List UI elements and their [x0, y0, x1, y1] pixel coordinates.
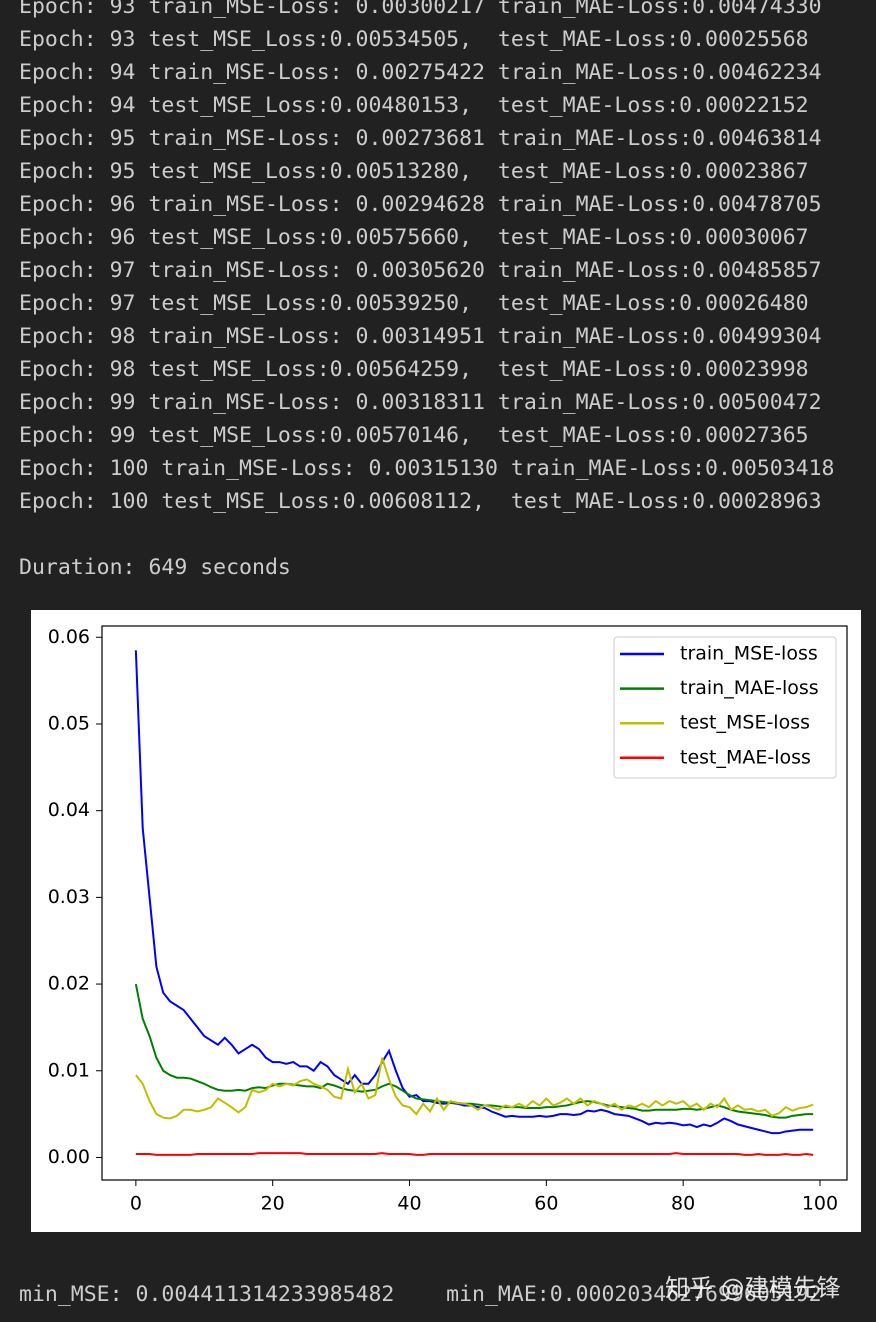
x-tick-label: 0 — [130, 1193, 142, 1215]
log-line: Epoch: 98 test_MSE_Loss:0.00564259, test… — [19, 357, 809, 382]
log-line: Epoch: 95 test_MSE_Loss:0.00513280, test… — [19, 159, 809, 184]
log-line: Epoch: 97 test_MSE_Loss:0.00539250, test… — [19, 291, 809, 316]
y-tick-label: 0.00 — [48, 1146, 90, 1168]
y-tick-label: 0.01 — [48, 1059, 90, 1081]
chart: 0 20 40 60 80 100 0.00 0.01 0.02 0.03 0.04 0.05 0.06… — [31, 610, 861, 1232]
x-tick-label: 80 — [671, 1193, 695, 1215]
log-line: Epoch: 98 train_MSE-Loss: 0.00314951 tra… — [19, 324, 822, 349]
log-line: Epoch: 99 test_MSE_Loss:0.00570146, test… — [19, 423, 809, 448]
y-tick-label: 0.03 — [48, 886, 90, 908]
log-line: Epoch: 100 train_MSE-Loss: 0.00315130 tr… — [19, 456, 835, 481]
plot-frame — [101, 625, 848, 1181]
log-line: Epoch: 93 test_MSE_Loss:0.00534505, test… — [19, 27, 809, 52]
series-line — [135, 1057, 814, 1120]
duration: Duration: 649 seconds — [19, 555, 291, 580]
log-line: Epoch: 96 test_MSE_Loss:0.00575660, test… — [19, 225, 809, 250]
log-line: Epoch: 93 train_MSE-Loss: 0.00300217 tra… — [19, 0, 822, 19]
log-line: Epoch: 100 test_MSE_Loss:0.00608112, tes… — [19, 489, 822, 514]
x-tick-label: 60 — [534, 1193, 558, 1215]
log-line: Epoch: 96 train_MSE-Loss: 0.00294628 tra… — [19, 192, 822, 217]
legend-label: test_MAE-loss — [680, 746, 811, 768]
watermark: 知乎 @建模先锋 — [665, 1274, 841, 1302]
series-line — [134, 983, 814, 1119]
y-tick-label: 0.02 — [48, 973, 90, 995]
legend-label: train_MAE-loss — [680, 677, 819, 699]
log-line: Epoch: 95 train_MSE-Loss: 0.00273681 tra… — [19, 126, 822, 151]
y-tick-label: 0.05 — [48, 712, 90, 734]
y-tick-label: 0.04 — [48, 799, 90, 821]
y-tick-label: 0.06 — [48, 626, 90, 648]
log-line: Epoch: 94 test_MSE_Loss:0.00480153, test… — [19, 93, 809, 118]
summary: min_MSE: 0.004411314233985482 min_MAE:0.… — [19, 1282, 822, 1307]
x-tick-label: 20 — [261, 1193, 285, 1215]
x-tick-label: 40 — [397, 1193, 421, 1215]
legend-label: train_MSE-loss — [680, 643, 818, 665]
log-line: Epoch: 97 train_MSE-Loss: 0.00305620 tra… — [19, 258, 822, 283]
series-line — [135, 1152, 814, 1156]
legend-label: test_MSE-loss — [680, 712, 810, 734]
legend-box — [613, 636, 837, 779]
log-line: Epoch: 99 train_MSE-Loss: 0.00318311 tra… — [19, 390, 822, 415]
series-line — [134, 650, 814, 1135]
x-tick-label: 100 — [802, 1193, 838, 1215]
log-line: Epoch: 94 train_MSE-Loss: 0.00275422 tra… — [19, 60, 822, 85]
